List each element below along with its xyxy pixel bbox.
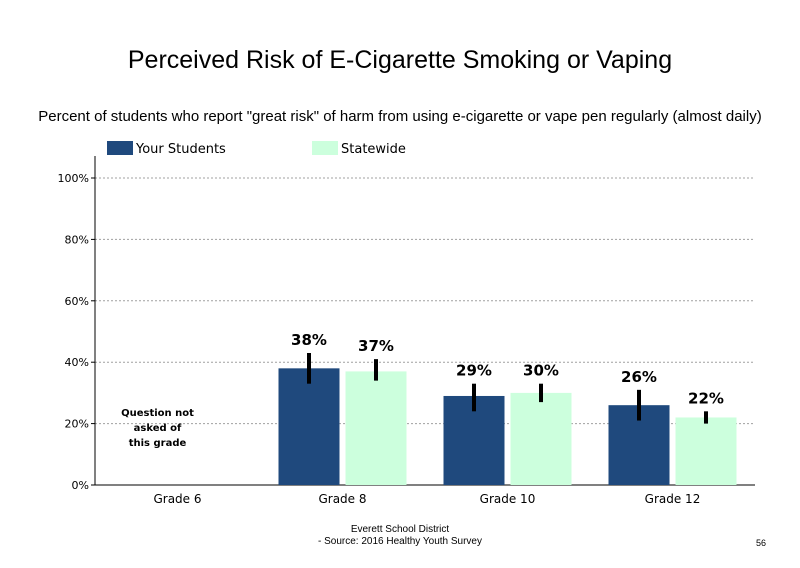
data-label: 37% — [358, 337, 394, 355]
bars — [278, 352, 737, 485]
legend-label-your-students: Your Students — [135, 142, 226, 157]
axes: 0% 20% 40% 60% 80% 100% Grade 6 Grade 8 Grade 10… — [58, 156, 755, 506]
x-tick-label: Grade 10 — [480, 492, 536, 506]
legend: Your Students Statewide — [107, 141, 406, 157]
bar-statewide — [675, 417, 737, 485]
gridlines — [95, 177, 755, 425]
note-text: asked of — [134, 423, 182, 434]
y-tick-label: 80% — [65, 233, 89, 246]
data-labels: 38% 37% 29% 30% 26% 22% Question not asked of th… — [121, 331, 724, 449]
chart-area: Your Students Statewide 0% 20% 40% 60% 80% 100… — [58, 141, 755, 506]
y-tick-label: 100% — [58, 172, 89, 185]
page-number: 56 — [756, 538, 767, 548]
data-label: 22% — [688, 389, 724, 407]
bar-your-students — [278, 368, 340, 485]
x-tick-label: Grade 6 — [153, 492, 201, 506]
x-tick-label: Grade 12 — [645, 492, 701, 506]
footer: Everett School District - Source: 2016 H… — [0, 524, 800, 548]
bar-statewide — [510, 392, 572, 485]
y-tick-label: 0% — [72, 479, 89, 492]
bar-statewide — [345, 371, 407, 485]
data-label: 38% — [291, 331, 327, 349]
chart-title: Perceived Risk of E-Cigarette Smoking or… — [127, 46, 673, 74]
x-tick-label: Grade 8 — [318, 492, 366, 506]
chart-subtitle: Percent of students who report "great ri… — [38, 108, 762, 125]
data-label: 29% — [456, 362, 492, 380]
y-tick-label: 20% — [65, 418, 89, 431]
data-label: 26% — [621, 368, 657, 386]
footer-district: Everett School District — [350, 524, 450, 535]
legend-swatch-your-students — [107, 141, 133, 155]
legend-label-statewide: Statewide — [341, 142, 406, 157]
note-text: this grade — [129, 438, 187, 449]
y-tick-label: 60% — [65, 295, 89, 308]
data-label: 30% — [523, 362, 559, 380]
legend-swatch-statewide — [312, 141, 338, 155]
footer-source: - Source: 2016 Healthy Youth Survey — [318, 536, 482, 547]
y-tick-label: 40% — [65, 356, 89, 369]
note-text: Question not — [121, 408, 194, 419]
